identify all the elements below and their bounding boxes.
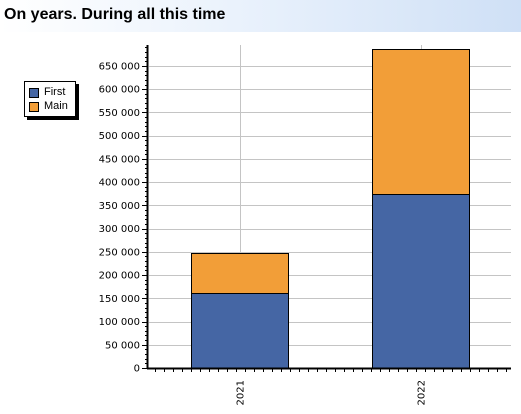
y-tick-label: 100 000	[99, 317, 140, 328]
y-tick-label: 300 000	[99, 224, 140, 235]
x-tick-label-2022: 2022	[417, 380, 428, 405]
chart-title: On years. During all this time	[4, 6, 226, 23]
y-tick-label: 50 000	[105, 340, 140, 351]
y-tick-label: 450 000	[99, 154, 140, 165]
y-tick-label: 500 000	[99, 131, 140, 142]
y-tick-label: 600 000	[99, 85, 140, 96]
y-tick-label: 650 000	[99, 61, 140, 72]
bar-main-2021	[191, 253, 289, 294]
bar-main-2022	[372, 49, 470, 195]
bar-first-2022	[372, 194, 470, 369]
y-tick-label: 350 000	[99, 201, 140, 212]
y-tick-label: 200 000	[99, 271, 140, 282]
x-tick-label-2021: 2021	[236, 380, 247, 405]
y-tick-label: 250 000	[99, 247, 140, 258]
legend: First Main	[24, 81, 76, 117]
legend-swatch-main	[29, 102, 39, 112]
bar-first-2021	[191, 293, 289, 369]
y-tick-label: 150 000	[99, 294, 140, 305]
y-tick-label: 400 000	[99, 178, 140, 189]
y-tick-label: 550 000	[99, 108, 140, 119]
legend-swatch-first	[29, 88, 39, 98]
title-bar: On years. During all this time	[0, 0, 521, 32]
legend-label-main: Main	[44, 100, 68, 112]
legend-label-first: First	[44, 86, 66, 98]
y-tick-label: 0	[134, 364, 140, 375]
